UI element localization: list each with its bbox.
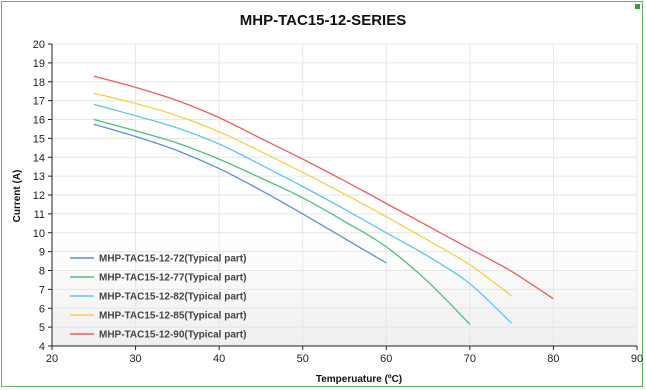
y-tick-label: 13: [33, 171, 45, 183]
y-tick-label: 10: [33, 228, 45, 240]
x-tick-label: 80: [547, 353, 559, 365]
y-tick-label: 6: [39, 303, 45, 315]
y-axis-label: Current (A): [12, 170, 23, 223]
x-tick-label: 40: [213, 353, 225, 365]
series-line-4: [93, 92, 512, 297]
y-tick-label: 17: [33, 96, 45, 108]
y-tick-label: 15: [33, 133, 45, 145]
x-tick-label: 50: [297, 353, 309, 365]
series-line-3: [93, 103, 513, 324]
corner-marker: [635, 4, 640, 9]
y-tick-label: 12: [33, 190, 45, 202]
series-line-5: [93, 75, 554, 300]
y-tick-label: 4: [39, 341, 45, 353]
legend-label-3: MHP-TAC15-12-82(Typical part): [99, 292, 246, 303]
legend: MHP-TAC15-12-72(Typical part) MHP-TAC15-1…: [70, 254, 246, 341]
y-tick-label: 18: [33, 77, 45, 89]
x-tick-label: 20: [46, 353, 58, 365]
legend-label-5: MHP-TAC15-12-90(Typical part): [99, 330, 246, 341]
x-tick-label: 30: [129, 353, 141, 365]
x-tick-label: 70: [464, 353, 476, 365]
chart-title: MHP-TAC15-12-SERIES: [240, 12, 406, 29]
x-tick-label: 60: [380, 353, 392, 365]
legend-label-1: MHP-TAC15-12-72(Typical part): [99, 254, 246, 265]
y-tick-label: 8: [39, 266, 45, 278]
y-tick-label: 19: [33, 58, 45, 70]
y-tick-label: 20: [33, 39, 45, 51]
series-line-2: [93, 118, 471, 325]
legend-label-2: MHP-TAC15-12-77(Typical part): [99, 273, 246, 284]
y-tick-label: 9: [39, 247, 45, 259]
y-tick-label: 14: [33, 152, 45, 164]
x-tick-label: 90: [631, 353, 643, 365]
series-line-1: [93, 123, 387, 264]
legend-label-4: MHP-TAC15-12-85(Typical part): [99, 311, 246, 322]
x-axis-label: Temperuature (ºC): [316, 374, 402, 385]
y-tick-label: 5: [39, 322, 45, 334]
y-tick-label: 16: [33, 115, 45, 127]
y-tick-label: 7: [39, 284, 45, 296]
y-tick-label: 11: [34, 209, 45, 221]
